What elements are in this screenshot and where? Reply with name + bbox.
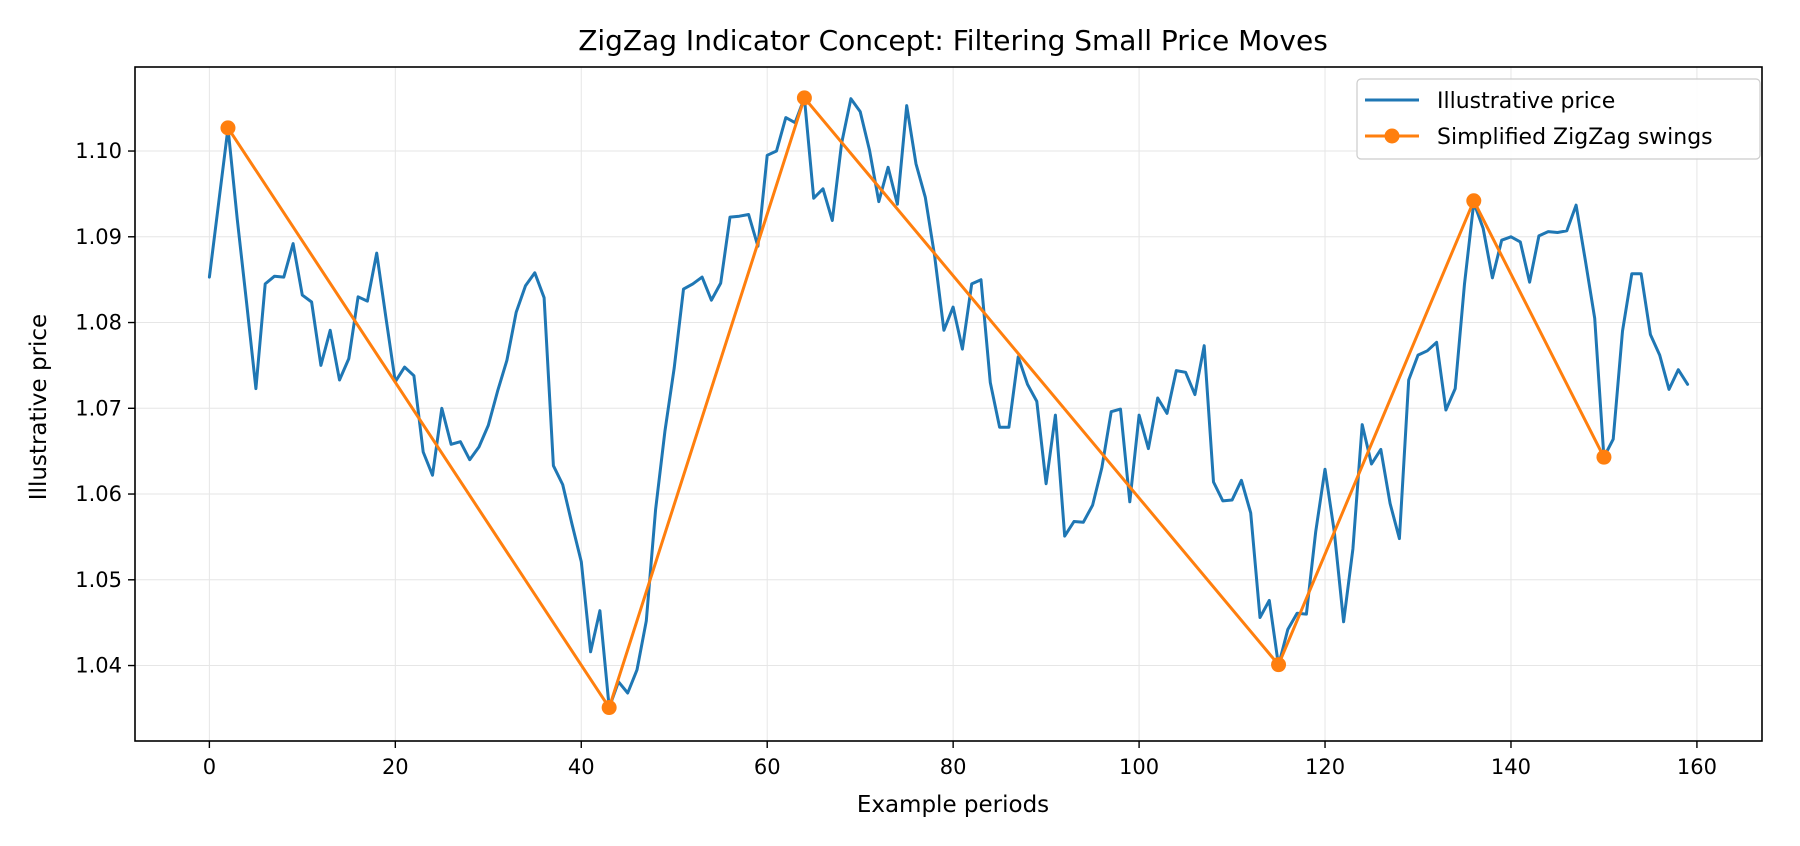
y-tick-label: 1.05: [75, 568, 122, 592]
series-line-2: [226, 96, 1606, 710]
x-tick-label: 60: [754, 755, 781, 779]
x-tick-label: 20: [382, 755, 409, 779]
y-axis-label: Illustrative price: [26, 314, 52, 500]
legend-box: [1356, 78, 1761, 160]
zigzag-swing-point: [796, 90, 812, 106]
zigzag-swing-point: [220, 120, 236, 136]
x-tick-label: 120: [1305, 755, 1345, 779]
y-tick-label: 1.04: [75, 654, 122, 678]
series-layer: [207, 90, 1690, 716]
zigzag-swing-point: [601, 700, 617, 716]
legend-marker: [1384, 128, 1400, 144]
y-tick-label: 1.09: [75, 225, 122, 249]
x-tick-label: 140: [1491, 755, 1531, 779]
zigzag-swing-point: [1596, 449, 1612, 465]
zigzag-swing-point: [1271, 657, 1287, 673]
chart-title: ZigZag Indicator Concept: Filtering Smal…: [578, 24, 1328, 57]
y-tick-label: 1.08: [75, 311, 122, 335]
plot-frame: [134, 66, 1763, 742]
x-axis-label: Example periods: [857, 792, 1049, 818]
y-tick-label: 1.10: [75, 139, 122, 163]
y-tick-label: 1.06: [75, 482, 122, 506]
x-tick-label: 160: [1677, 755, 1717, 779]
ticks: 0 20 40 60 80 100 120 140 160 1.04 1.05 1.06 1.07 1.0…: [75, 139, 1717, 779]
series-line-1: [207, 96, 1690, 710]
legend-label: Simplified ZigZag swings: [1437, 125, 1713, 150]
zigzag-swing-point: [1466, 193, 1482, 209]
legend-label: Illustrative price: [1437, 89, 1615, 114]
legend: Illustrative price Simplified ZigZag swin…: [1356, 78, 1761, 160]
y-tick-label: 1.07: [75, 396, 122, 420]
x-tick-label: 0: [203, 755, 216, 779]
x-tick-label: 100: [1119, 755, 1159, 779]
x-tick-label: 80: [940, 755, 967, 779]
x-tick-label: 40: [568, 755, 595, 779]
